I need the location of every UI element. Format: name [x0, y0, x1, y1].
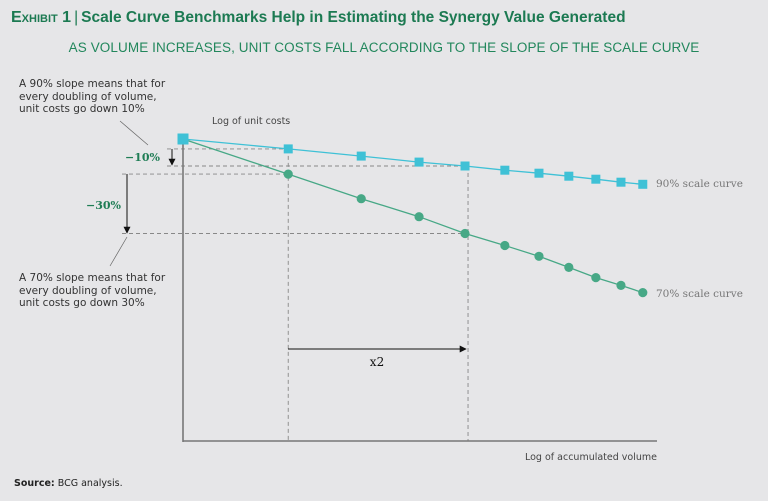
data-point-70	[534, 251, 544, 261]
data-point-90	[616, 177, 626, 187]
data-point-90	[177, 133, 189, 145]
exhibit-title: Exhibit 1 | Scale Curve Benchmarks Help in…	[11, 9, 626, 27]
note-70-slope: A 70% slope means that for every doublin…	[19, 272, 165, 310]
chart-subtitle: AS VOLUME INCREASES, UNIT COSTS FALL ACC…	[68, 40, 700, 55]
pct-label-10: −10%	[125, 151, 161, 164]
y-axis-label: Log of unit costs	[212, 116, 290, 127]
data-point-90	[460, 161, 470, 171]
series-group	[177, 133, 648, 298]
exhibit-number: Exhibit 1	[11, 9, 72, 26]
guide-lines	[122, 148, 469, 441]
doubling-label: x2	[370, 355, 384, 369]
data-point-90	[638, 179, 648, 189]
data-point-90	[564, 171, 574, 181]
title-text: Scale Curve Benchmarks Help in Estimatin…	[81, 9, 626, 26]
data-point-70	[500, 240, 510, 251]
note-90-slope: A 90% slope means that for every doublin…	[19, 78, 165, 116]
source-label: Source:	[14, 478, 55, 489]
note-line: unit costs go down 30%	[19, 297, 145, 309]
data-point-90	[591, 174, 601, 184]
data-point-70	[564, 262, 574, 272]
data-point-70	[616, 280, 626, 290]
data-point-90	[283, 144, 293, 154]
note-line: A 90% slope means that for	[19, 78, 166, 90]
series-label-70: 70% scale curve	[656, 288, 743, 300]
data-point-90	[500, 165, 510, 175]
note-70-leader	[109, 236, 128, 267]
data-point-90	[414, 157, 424, 167]
title-divider: |	[74, 9, 79, 26]
note-line: A 70% slope means that for	[19, 272, 166, 284]
note-line: unit costs go down 10%	[19, 103, 145, 115]
data-point-70	[460, 228, 470, 239]
note-line: every doubling of volume,	[19, 90, 157, 103]
data-point-70	[638, 288, 648, 298]
source-note: Source: BCG analysis.	[14, 478, 123, 489]
pct-label-30: −30%	[86, 199, 122, 212]
x-axis-label: Log of accumulated volume	[525, 452, 657, 463]
data-point-90	[356, 151, 366, 161]
data-point-70	[591, 273, 601, 283]
data-point-70	[283, 169, 293, 179]
note-90-leader	[119, 120, 149, 146]
source-text: BCG analysis.	[57, 478, 123, 489]
note-line: every doubling of volume,	[19, 284, 157, 297]
data-point-70	[414, 212, 424, 222]
data-point-90	[534, 168, 544, 178]
series-label-90: 90% scale curve	[656, 178, 743, 190]
data-point-70	[356, 194, 366, 204]
